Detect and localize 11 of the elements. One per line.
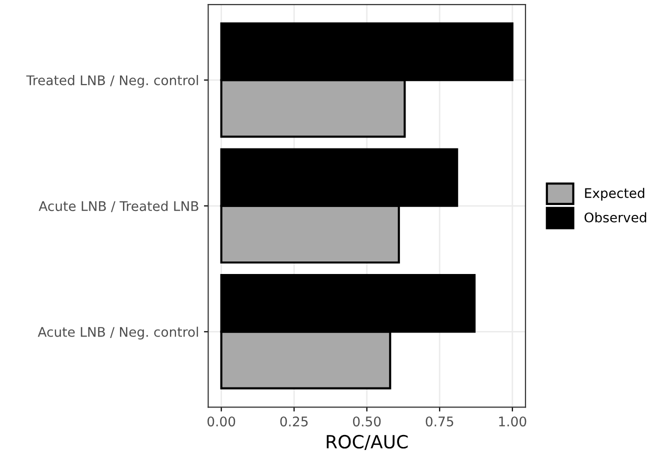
legend-label: Observed [584, 212, 646, 222]
x-tick-label: 0.50 [353, 416, 381, 426]
y-tick-label: Acute LNB / Treated LNB [38, 200, 198, 212]
x-tick-label: 0.00 [207, 416, 236, 426]
x-axis-title: ROC/AUC [326, 434, 408, 450]
x-tick-label: 0.25 [280, 416, 308, 426]
legend-label: Expected [585, 188, 644, 201]
y-tick-label: Acute LNB / Neg. control [38, 326, 198, 340]
x-tick-label: 0.75 [426, 416, 454, 426]
y-tick-label: Treated LNB / Neg. control [26, 75, 198, 88]
x-tick-label: 1.00 [499, 416, 526, 426]
